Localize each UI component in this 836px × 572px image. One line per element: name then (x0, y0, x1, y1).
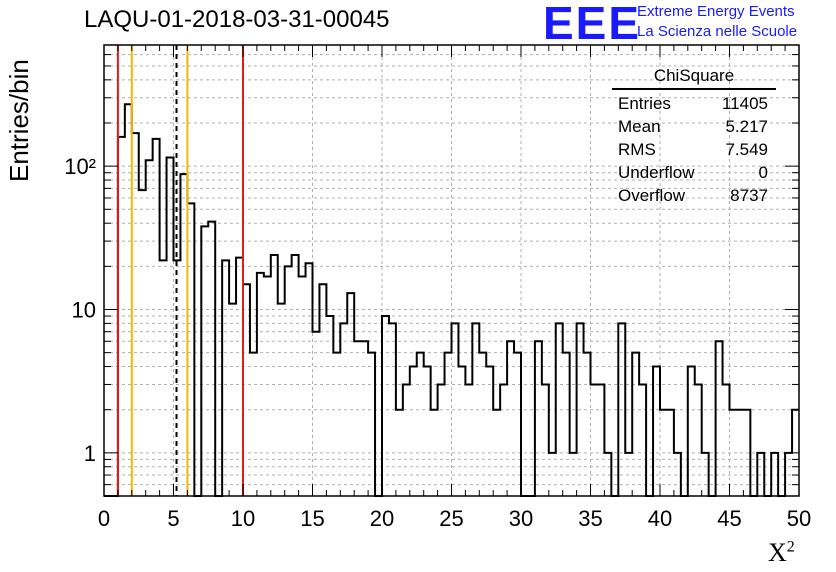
x-tick-label: 10 (231, 506, 255, 531)
stats-value: 11405 (721, 94, 768, 113)
x-tick-label: 15 (300, 506, 324, 531)
stats-row: Entries 11405 (612, 92, 776, 115)
stats-label: Underflow (618, 163, 695, 182)
x-tick-label: 30 (509, 506, 533, 531)
eee-logo-letters: EEE (543, 0, 642, 49)
chart-title: LAQU-01-2018-03-31-00045 (84, 6, 390, 33)
stats-value: 0 (758, 163, 768, 182)
stats-title: ChiSquare (612, 66, 776, 90)
stats-label: Overflow (618, 186, 686, 205)
x-tick-label: 25 (439, 506, 463, 531)
stats-row: Underflow 0 (612, 161, 776, 184)
x-axis-label: X2 (768, 538, 795, 568)
x-tick-label: 45 (717, 506, 741, 531)
y-tick-label: 1 (84, 441, 96, 466)
x-tick-label: 5 (167, 506, 179, 531)
y-axis-label: Entries/bin (4, 59, 34, 182)
y-tick-label: 10 (72, 297, 96, 322)
stats-box: ChiSquare Entries 11405 Mean 5.217 RMS 7.54… (612, 66, 776, 207)
stats-label: Entries (618, 94, 671, 113)
stats-label: Mean (618, 117, 661, 136)
x-axis-label-superscript: 2 (786, 538, 795, 556)
x-axis-label-text: X (768, 538, 787, 567)
stats-value: 8737 (730, 186, 768, 205)
x-tick-label: 35 (578, 506, 602, 531)
stats-value: 7.549 (725, 140, 768, 159)
logo-line-1: Extreme Energy Events (637, 3, 795, 20)
stats-value: 5.217 (725, 117, 768, 136)
stats-row: RMS 7.549 (612, 138, 776, 161)
x-tick-label: 40 (648, 506, 672, 531)
logo-line-2: La Scienza nelle Scuole (637, 23, 798, 40)
stats-label: RMS (618, 140, 656, 159)
y-tick-label: 10² (64, 154, 96, 179)
x-tick-label: 20 (370, 506, 394, 531)
eee-logo-text: Extreme Energy Events La Scienza nelle S… (637, 2, 797, 42)
x-tick-label: 0 (98, 506, 110, 531)
x-tick-label: 50 (787, 506, 811, 531)
stats-row: Overflow 8737 (612, 184, 776, 207)
stats-row: Mean 5.217 (612, 115, 776, 138)
